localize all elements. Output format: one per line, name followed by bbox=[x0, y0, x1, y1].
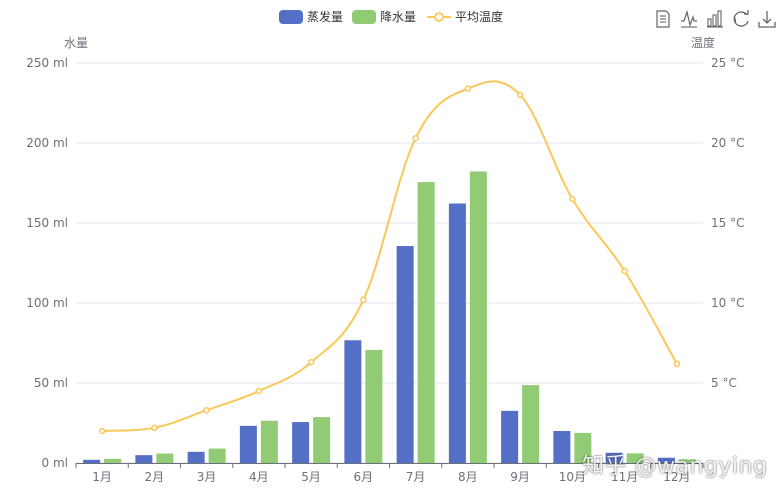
icon-shape bbox=[758, 22, 776, 28]
y-tick-label: 100 ml bbox=[26, 296, 68, 310]
temperature-line-path bbox=[102, 80, 678, 432]
x-tick-label: 3月 bbox=[197, 470, 217, 484]
temperature-line bbox=[98, 80, 681, 435]
evaporation-bar bbox=[396, 246, 414, 463]
x-tick-label: 6月 bbox=[354, 470, 374, 484]
y2-tick-label: 5 °C bbox=[711, 376, 737, 390]
legend-item[interactable]: 降水量 bbox=[352, 10, 416, 24]
y-tick-label: 250 ml bbox=[26, 56, 68, 70]
y2-tick-label: 15 °C bbox=[711, 216, 744, 230]
save-image-icon[interactable] bbox=[757, 9, 777, 29]
x-tick-label: 12月 bbox=[663, 470, 690, 484]
y-tick-label: 50 ml bbox=[34, 376, 68, 390]
precipitation-bar bbox=[365, 349, 383, 463]
y-tick-label: 0 ml bbox=[42, 456, 68, 470]
icon-shape bbox=[733, 11, 749, 27]
precipitation-bar bbox=[574, 432, 592, 463]
y2-axis-name: 温度 bbox=[691, 35, 715, 50]
data-view-icon[interactable] bbox=[653, 9, 673, 29]
precipitation-bar bbox=[260, 420, 278, 463]
magic-line-icon[interactable] bbox=[679, 9, 699, 29]
bars bbox=[83, 171, 696, 464]
icon-shape bbox=[707, 18, 712, 27]
x-tick-label: 8月 bbox=[458, 470, 478, 484]
x-tick-label: 1月 bbox=[92, 470, 112, 484]
legend-item[interactable]: 平均温度 bbox=[427, 9, 503, 24]
temperature-point bbox=[464, 85, 472, 92]
legend-label: 蒸发量 bbox=[307, 9, 343, 24]
x-tick-label: 9月 bbox=[510, 470, 530, 484]
y-tick-label: 150 ml bbox=[26, 216, 68, 230]
icon-shape bbox=[733, 16, 736, 24]
precipitation-bar bbox=[626, 453, 644, 463]
temperature-point bbox=[307, 358, 315, 366]
legend-swatch bbox=[279, 10, 303, 24]
x-tick-label: 10月 bbox=[559, 470, 586, 484]
evaporation-bar bbox=[239, 425, 257, 463]
evaporation-bar bbox=[292, 422, 310, 463]
legend[interactable]: 蒸发量 降水量 平均温度 bbox=[279, 9, 503, 24]
evaporation-bar bbox=[605, 452, 623, 463]
precipitation-bar bbox=[417, 182, 435, 464]
temperature-point bbox=[151, 424, 158, 432]
precipitation-bar bbox=[208, 448, 226, 463]
precipitation-bar bbox=[469, 171, 487, 464]
temperature-point bbox=[255, 387, 263, 395]
legend-point-swatch bbox=[434, 12, 444, 22]
temperature-point bbox=[673, 360, 681, 368]
temperature-point bbox=[412, 134, 419, 142]
evaporation-bar bbox=[657, 457, 675, 463]
icon-shape bbox=[656, 10, 670, 28]
evaporation-bar bbox=[344, 340, 362, 463]
y2-tick-label: 20 °C bbox=[711, 136, 744, 150]
magic-bar-icon[interactable] bbox=[705, 9, 725, 29]
icon-shape bbox=[744, 10, 749, 15]
evaporation-bar bbox=[83, 459, 101, 463]
icon-shape bbox=[712, 14, 717, 27]
temperature-point bbox=[621, 267, 628, 275]
precipitation-bar bbox=[156, 453, 174, 463]
toolbox[interactable] bbox=[653, 9, 777, 29]
legend-label: 降水量 bbox=[380, 10, 416, 24]
evaporation-bar bbox=[553, 431, 571, 463]
x-tick-label: 5月 bbox=[301, 470, 321, 484]
temperature-point bbox=[98, 427, 106, 435]
x-tick-label: 11月 bbox=[611, 470, 638, 484]
icon-shape bbox=[762, 18, 772, 24]
y2-tick-label: 10 °C bbox=[711, 296, 744, 310]
x-tick-label: 7月 bbox=[406, 470, 426, 484]
temperature-point bbox=[203, 406, 210, 414]
grid bbox=[76, 62, 703, 464]
evaporation-bar bbox=[135, 455, 153, 463]
y-tick-label: 200 ml bbox=[26, 136, 68, 150]
icon-shape bbox=[681, 9, 697, 28]
precipitation-bar bbox=[104, 458, 122, 463]
y-axis-name: 水量 bbox=[64, 36, 88, 50]
icon-shape bbox=[717, 10, 722, 27]
temperature-point bbox=[360, 296, 367, 304]
legend-swatch bbox=[352, 10, 376, 24]
precipitation-bar bbox=[678, 459, 696, 463]
legend-label: 平均温度 bbox=[455, 9, 503, 24]
evaporation-bar bbox=[187, 451, 205, 463]
legend-item[interactable]: 蒸发量 bbox=[279, 9, 343, 24]
evaporation-bar bbox=[501, 410, 519, 463]
y2-tick-label: 25 °C bbox=[711, 56, 744, 70]
temperature-point bbox=[569, 195, 576, 203]
precipitation-bar bbox=[313, 417, 331, 463]
x-tick-label: 2月 bbox=[145, 470, 165, 484]
restore-icon[interactable] bbox=[731, 9, 751, 29]
temperature-point bbox=[516, 91, 524, 99]
x-tick-label: 4月 bbox=[249, 470, 269, 484]
precipitation-bar bbox=[522, 385, 540, 463]
axes: 0 ml 50 ml 100 ml 150 ml 200 ml 250 ml 5 °C 10 … bbox=[26, 35, 744, 484]
evaporation-bar bbox=[448, 203, 466, 464]
